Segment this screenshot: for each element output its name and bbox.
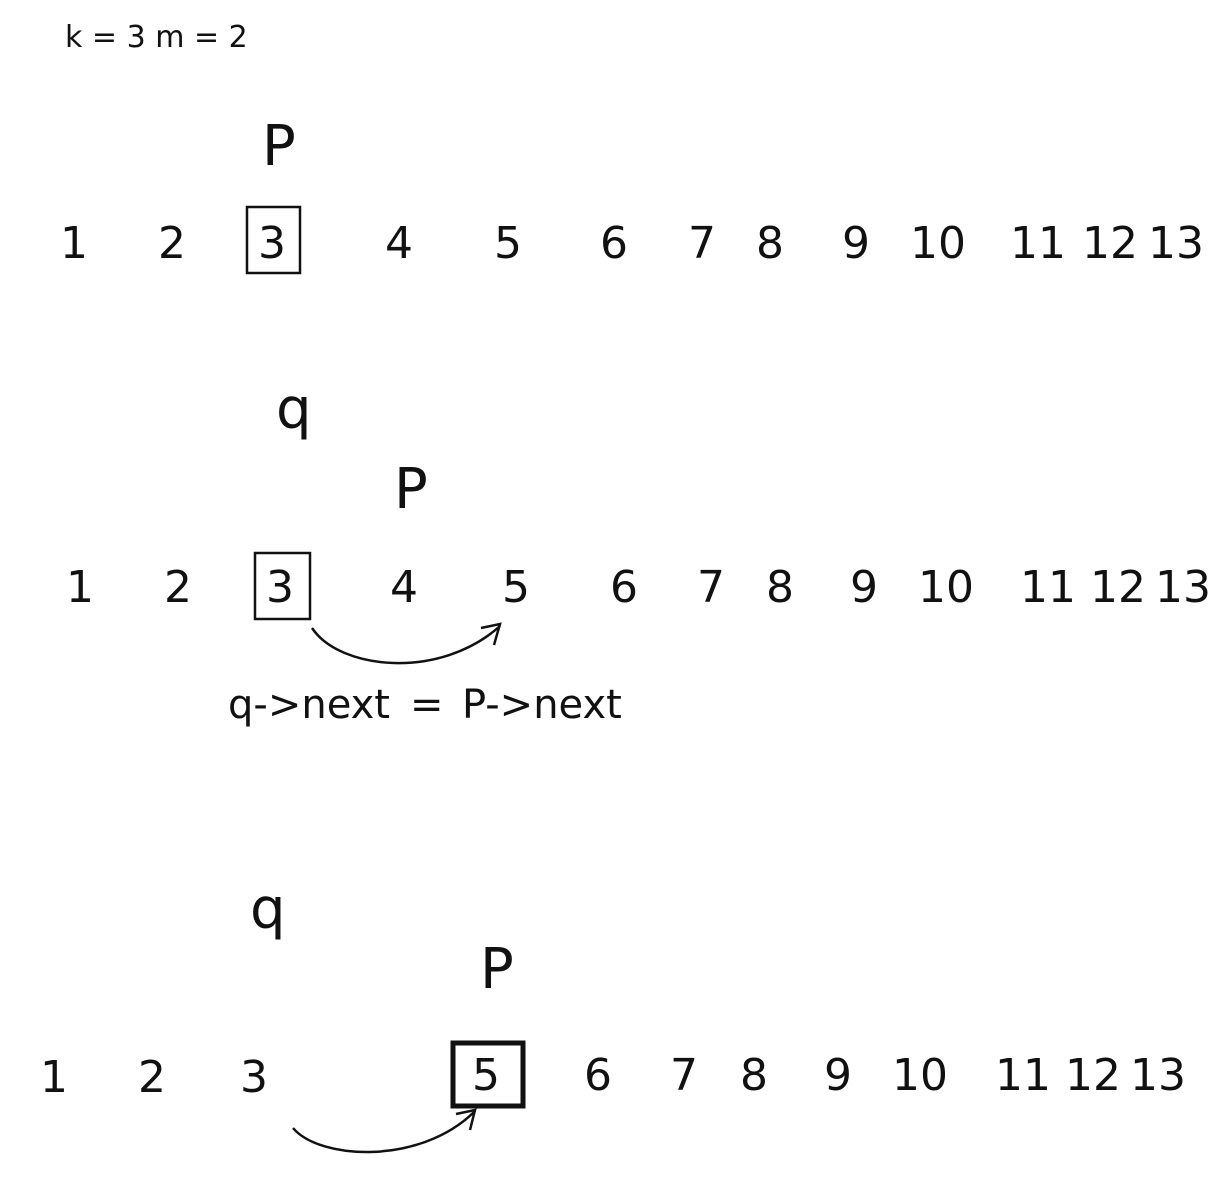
frame-2-arrowhead bbox=[480, 622, 502, 646]
frame-2-node-5: 5 bbox=[502, 562, 530, 613]
frame-3-arrow bbox=[292, 1111, 475, 1154]
frame-3-node-13: 13 bbox=[1130, 1050, 1186, 1101]
frame-2-expression-left: q->next bbox=[228, 682, 390, 728]
frame-2-node-4: 4 bbox=[390, 562, 418, 613]
frame-1-node-5: 5 bbox=[494, 218, 522, 269]
frame-2-node-2: 2 bbox=[164, 562, 192, 613]
frame-2-pointer-p: P bbox=[394, 457, 428, 522]
frame-2-node-1: 1 bbox=[66, 562, 94, 613]
frame-2-node-12: 12 bbox=[1090, 562, 1146, 613]
frame-2: q P 1 2 3 4 5 6 7 8 9 10 11 12 13 q->nex… bbox=[66, 377, 1211, 728]
frame-3-node-9: 9 bbox=[824, 1050, 852, 1101]
frame-2-node-3: 3 bbox=[266, 562, 294, 613]
frame-2-node-10: 10 bbox=[918, 562, 974, 613]
frame-2-node-8: 8 bbox=[766, 562, 794, 613]
frame-1-node-3: 3 bbox=[258, 218, 286, 269]
frame-3-node-11: 11 bbox=[995, 1050, 1051, 1101]
frame-2-box bbox=[253, 551, 312, 621]
frame-1-node-4: 4 bbox=[385, 218, 413, 269]
frame-1: P 1 2 3 4 5 6 7 8 9 10 11 12 13 bbox=[60, 114, 1204, 275]
frame-3-node-7: 7 bbox=[670, 1050, 698, 1101]
frame-3-node-1: 1 bbox=[40, 1052, 68, 1103]
frame-3-arrowhead bbox=[455, 1108, 477, 1131]
header-k-m: k = 3 m = 2 bbox=[65, 20, 248, 55]
frame-1-node-11: 11 bbox=[1010, 218, 1066, 269]
frame-3-pointer-q: q bbox=[250, 877, 286, 942]
frame-1-node-9: 9 bbox=[842, 218, 870, 269]
frame-2-node-13: 13 bbox=[1155, 562, 1211, 613]
frame-2-expression-right: P->next bbox=[462, 682, 622, 728]
frame-2-node-11: 11 bbox=[1020, 562, 1076, 613]
frame-1-box bbox=[245, 205, 302, 275]
frame-1-node-2: 2 bbox=[158, 218, 186, 269]
frame-1-node-1: 1 bbox=[60, 218, 88, 269]
frame-2-node-7: 7 bbox=[697, 562, 725, 613]
frame-3-node-5: 5 bbox=[472, 1050, 500, 1101]
frame-3-node-6: 6 bbox=[584, 1050, 612, 1101]
frame-3-node-8: 8 bbox=[740, 1050, 768, 1101]
frame-1-node-10: 10 bbox=[910, 218, 966, 269]
frame-1-node-13: 13 bbox=[1148, 218, 1204, 269]
frame-1-pointer-p: P bbox=[262, 114, 296, 179]
frame-2-node-6: 6 bbox=[610, 562, 638, 613]
frame-3: q P 1 2 3 5 6 7 8 9 10 11 12 13 bbox=[40, 877, 1186, 1154]
frame-1-node-8: 8 bbox=[756, 218, 784, 269]
frame-2-expression-eq: = bbox=[410, 682, 444, 728]
frame-2-node-9: 9 bbox=[850, 562, 878, 613]
frame-2-arrow bbox=[310, 625, 501, 665]
frame-3-pointer-p: P bbox=[480, 937, 514, 1002]
frame-1-node-12: 12 bbox=[1082, 218, 1138, 269]
frame-3-node-2: 2 bbox=[138, 1052, 166, 1103]
frame-2-pointer-q: q bbox=[276, 377, 312, 442]
frame-3-node-12: 12 bbox=[1065, 1050, 1121, 1101]
frame-3-box bbox=[450, 1040, 526, 1109]
frame-1-node-7: 7 bbox=[688, 218, 716, 269]
frame-3-node-10: 10 bbox=[892, 1050, 948, 1101]
frame-1-node-6: 6 bbox=[600, 218, 628, 269]
frame-3-node-3: 3 bbox=[240, 1052, 268, 1103]
